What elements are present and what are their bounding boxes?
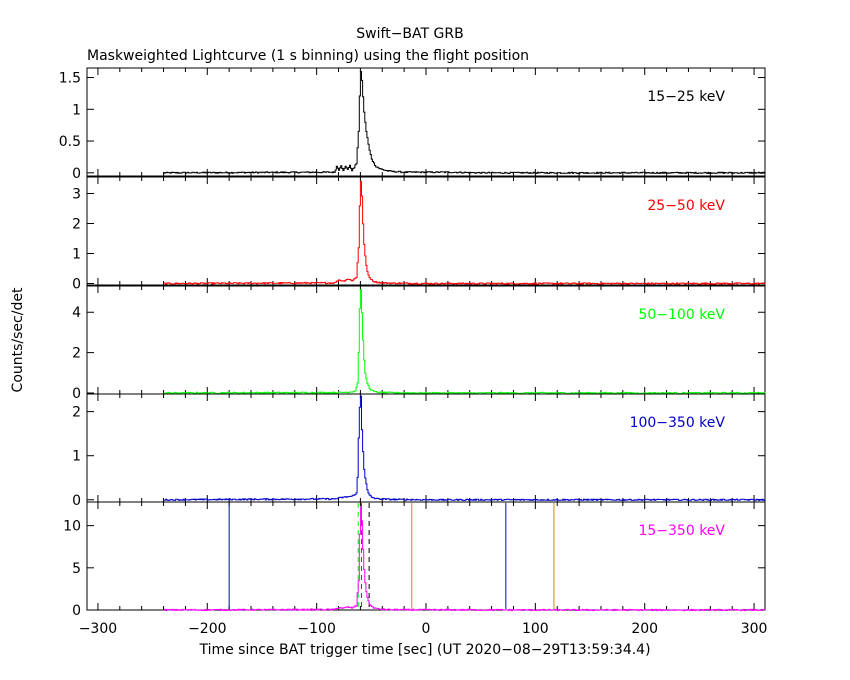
y-tick-label: 2 xyxy=(72,405,81,421)
panel-1: 0 0.5 1 1.5 15−25 keV xyxy=(59,67,766,182)
y-tick-label: 0 xyxy=(72,493,81,509)
panel-frame xyxy=(86,501,766,611)
y-tick-label: 1 xyxy=(72,102,81,118)
panel-frame xyxy=(86,285,766,395)
lightcurve-series xyxy=(163,506,766,612)
panel-5: 0 5 10 15−350 keV xyxy=(63,501,766,619)
y-tick-label: 0.5 xyxy=(59,134,81,150)
y-tick-label: 2 xyxy=(72,346,81,362)
y-axis-label: Counts/sec/det xyxy=(10,287,26,392)
x-tick-label: 200 xyxy=(631,621,658,637)
band-label: 15−25 keV xyxy=(647,89,725,105)
y-tick-label: 1.5 xyxy=(59,71,81,87)
y-tick-label: 0 xyxy=(72,277,81,293)
band-label: 50−100 keV xyxy=(638,307,725,323)
x-tick-label: 300 xyxy=(741,621,768,637)
y-tick-label: 2 xyxy=(72,217,81,233)
y-tick-label: 3 xyxy=(72,187,81,203)
panel-4: 0 1 2 100−350 keV xyxy=(72,393,766,509)
x-tick-label: −100 xyxy=(297,621,335,637)
x-axis-label: Time since BAT trigger time [sec] (UT 20… xyxy=(198,642,650,658)
y-tick-label: 4 xyxy=(72,305,81,321)
y-tick-label: 1 xyxy=(72,247,81,263)
y-tick-label: 0 xyxy=(72,166,81,182)
lightcurve-series xyxy=(163,71,766,174)
band-label: 100−350 keV xyxy=(630,415,726,431)
x-tick-label: 100 xyxy=(522,621,549,637)
x-tick-label: 0 xyxy=(422,621,431,637)
panel-frame xyxy=(86,176,766,286)
panel-frame xyxy=(86,393,766,503)
panel-3: 0 2 4 50−100 keV xyxy=(72,285,766,402)
x-tick-label: −200 xyxy=(188,621,226,637)
y-tick-label: 10 xyxy=(63,519,81,535)
chart-subtitle: Maskweighted Lightcurve (1 s binning) us… xyxy=(87,48,529,64)
y-tick-label: 0 xyxy=(72,386,81,402)
lightcurve-series xyxy=(163,180,766,285)
y-tick-label: 0 xyxy=(72,603,81,619)
band-label: 15−350 keV xyxy=(638,523,725,539)
y-tick-label: 5 xyxy=(72,561,81,577)
x-tick-label: −300 xyxy=(79,621,117,637)
chart-title: Swift−BAT GRB xyxy=(356,26,463,42)
panel-frame xyxy=(86,67,766,177)
panels-group: 0 0.5 1 1.5 15−25 keV 0 1 2 3 25−50 keV 0 2 4 50−100 … xyxy=(59,67,766,619)
lightcurve-series xyxy=(163,289,766,395)
panel-2: 0 1 2 3 25−50 keV xyxy=(72,176,766,293)
band-label: 25−50 keV xyxy=(647,198,725,214)
y-tick-label: 1 xyxy=(72,449,81,465)
x-axis: −300 −200 −100 0 100 200 300 xyxy=(79,621,768,637)
lightcurve-series xyxy=(163,395,766,501)
